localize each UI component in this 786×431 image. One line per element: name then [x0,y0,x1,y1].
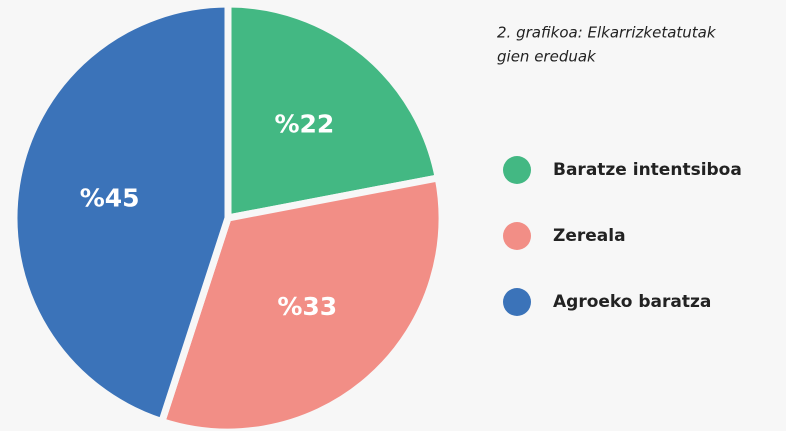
legend-marker [503,288,531,316]
legend-marker [503,156,531,184]
legend-label: Baratze intentsiboa [553,160,742,180]
legend-label: Zereala [553,226,626,246]
value-label: %22 [274,110,334,139]
chart-title: 2. grafikoa: Elkarrizketatutak [497,24,717,42]
legend-label: Agroeko baratza [553,292,711,312]
legend-marker [503,222,531,250]
pie-slice [10,0,232,426]
pie-slice [224,0,442,222]
value-label: %33 [277,292,337,321]
chart-title: gien ereduak [497,48,597,66]
pie-slice [158,174,446,431]
value-label: %45 [80,183,140,212]
